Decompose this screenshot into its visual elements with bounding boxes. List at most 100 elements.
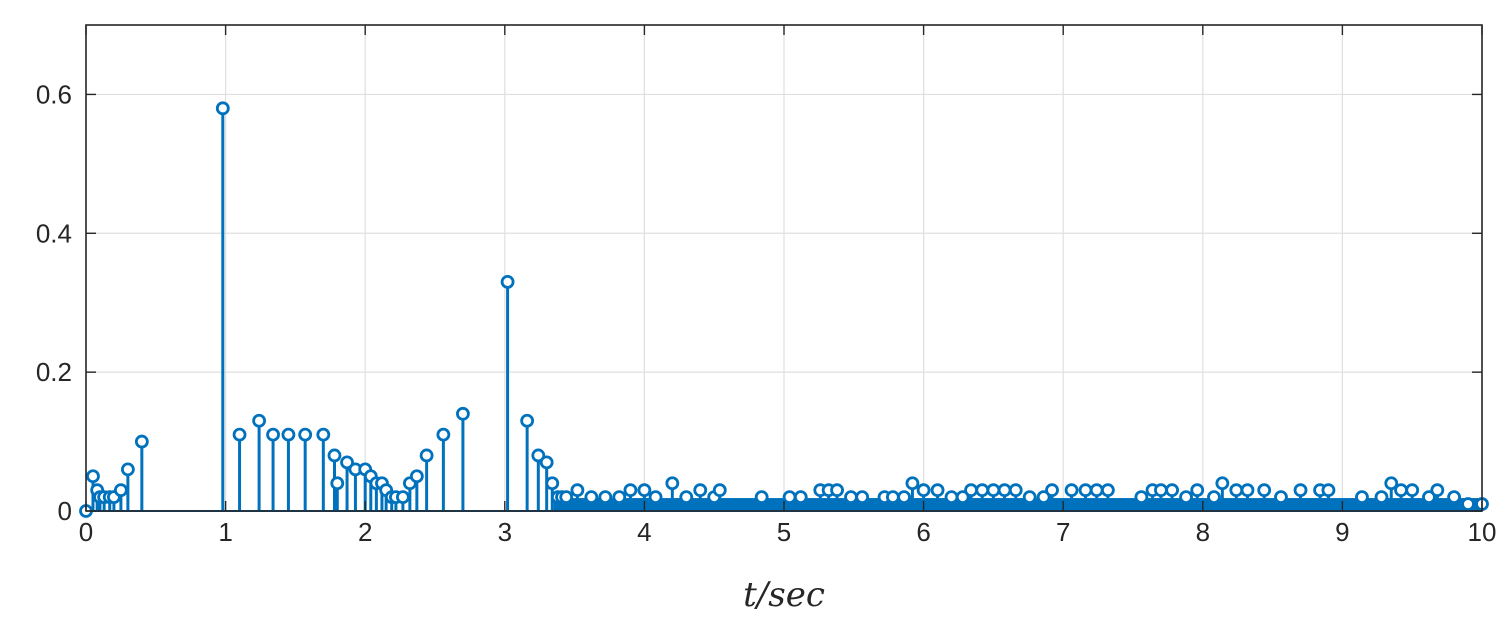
stem-marker bbox=[830, 483, 844, 498]
stem-marker bbox=[584, 490, 599, 505]
x-tick-label: 6 bbox=[916, 517, 930, 547]
stem-marker bbox=[1293, 483, 1308, 498]
stem-marker bbox=[1430, 483, 1445, 498]
stem-marker bbox=[266, 427, 280, 442]
stem-marker bbox=[1179, 490, 1193, 505]
stem-marker bbox=[1154, 483, 1168, 498]
stem-marker bbox=[916, 483, 931, 498]
stem-marker bbox=[298, 427, 313, 442]
stem-marker bbox=[1240, 483, 1255, 498]
stem-marker bbox=[975, 483, 990, 498]
stem-marker bbox=[648, 490, 663, 505]
stem-marker bbox=[955, 490, 970, 505]
stem-marker bbox=[281, 427, 296, 442]
stem-marker bbox=[598, 490, 613, 505]
stem-marker bbox=[419, 448, 434, 463]
stem-marker bbox=[316, 427, 331, 442]
stem-marker bbox=[844, 490, 858, 505]
stem-marker bbox=[637, 483, 652, 498]
stem-marker bbox=[754, 490, 769, 505]
stem-marker bbox=[531, 448, 546, 463]
ticks bbox=[85, 25, 1483, 512]
x-axis-label: t/sec bbox=[743, 575, 825, 615]
x-tick-label: 3 bbox=[498, 517, 512, 547]
stem-marker bbox=[340, 455, 354, 470]
stem-marker bbox=[1355, 490, 1369, 505]
stem-marker bbox=[1384, 476, 1399, 491]
stem-marker bbox=[1190, 483, 1205, 498]
x-tick-label: 4 bbox=[637, 517, 651, 547]
x-tick-label: 0 bbox=[79, 517, 93, 547]
stem-marker bbox=[252, 413, 267, 428]
x-tick-label: 1 bbox=[218, 517, 232, 547]
stem-marker bbox=[1089, 483, 1104, 498]
stem-marker bbox=[1274, 490, 1288, 505]
stem-marker bbox=[86, 469, 100, 484]
y-tick-labels: 0 0.2 0.4 0.6 bbox=[36, 79, 72, 526]
stem-marker bbox=[330, 476, 345, 491]
stem-marker bbox=[1064, 483, 1079, 498]
stem-marker bbox=[964, 483, 978, 498]
stem-marker bbox=[693, 483, 708, 498]
stem-marker bbox=[1165, 483, 1179, 498]
stem-marker bbox=[1461, 497, 1475, 511]
x-tick-label: 7 bbox=[1056, 517, 1070, 547]
stem-marker bbox=[1405, 483, 1420, 498]
stem-marker bbox=[559, 490, 574, 505]
x-tick-label: 2 bbox=[358, 517, 372, 547]
stem-marker bbox=[409, 469, 424, 484]
stem-marker bbox=[1447, 490, 1461, 505]
stem-marker bbox=[855, 490, 870, 505]
stem-marker bbox=[1045, 483, 1059, 498]
y-tick-label: 0.6 bbox=[36, 79, 72, 109]
stem-marker bbox=[1134, 490, 1149, 505]
stem-marker bbox=[897, 490, 911, 505]
stem-marker bbox=[1215, 476, 1230, 491]
stem-marker bbox=[782, 490, 797, 505]
stem-marker bbox=[456, 406, 470, 421]
stem-marker bbox=[232, 427, 247, 442]
stem-marker bbox=[793, 490, 808, 505]
stem-marker bbox=[944, 490, 959, 505]
stem-marker bbox=[885, 490, 900, 505]
y-tick-label: 0.2 bbox=[36, 357, 72, 387]
stem-marker bbox=[120, 462, 135, 477]
x-tick-label: 5 bbox=[777, 517, 791, 547]
stem-marker bbox=[1100, 483, 1115, 498]
stem-marker bbox=[1374, 490, 1389, 505]
stem-marker bbox=[679, 490, 694, 505]
stem-marker bbox=[1321, 483, 1336, 498]
stem-marker bbox=[1257, 483, 1272, 498]
y-tick-label: 0.4 bbox=[36, 218, 72, 248]
stem-marker bbox=[436, 427, 451, 442]
stem-marker bbox=[539, 455, 554, 470]
stem-marker bbox=[1422, 490, 1436, 505]
stem-marker bbox=[520, 413, 535, 428]
stem-marker bbox=[1207, 490, 1221, 505]
stem-marker bbox=[215, 101, 230, 116]
data-markers bbox=[79, 101, 1489, 518]
stem-marker bbox=[114, 483, 128, 498]
x-tick-labels: 0 1 2 3 4 5 6 7 8 9 10 bbox=[79, 517, 1497, 547]
stem-marker bbox=[905, 476, 920, 491]
x-tick-label: 8 bbox=[1196, 517, 1210, 547]
stem-marker bbox=[665, 476, 680, 491]
stem-marker bbox=[930, 483, 945, 498]
stem-marker bbox=[997, 483, 1012, 498]
stem-marker bbox=[1229, 483, 1244, 498]
stem-marker bbox=[395, 490, 410, 505]
x-tick-label: 9 bbox=[1335, 517, 1349, 547]
stem-marker bbox=[1394, 483, 1408, 498]
stem-marker bbox=[1022, 490, 1037, 505]
stem-marker bbox=[986, 483, 1001, 498]
stem-marker bbox=[545, 476, 560, 491]
x-tick-label: 10 bbox=[1468, 517, 1497, 547]
stem-marker bbox=[500, 274, 515, 289]
stem-marker bbox=[134, 434, 149, 449]
stem-marker bbox=[570, 483, 585, 498]
y-tick-label: 0 bbox=[58, 496, 72, 526]
stem-marker bbox=[623, 483, 638, 498]
stem-marker bbox=[327, 448, 342, 463]
stem-marker bbox=[1078, 483, 1093, 498]
